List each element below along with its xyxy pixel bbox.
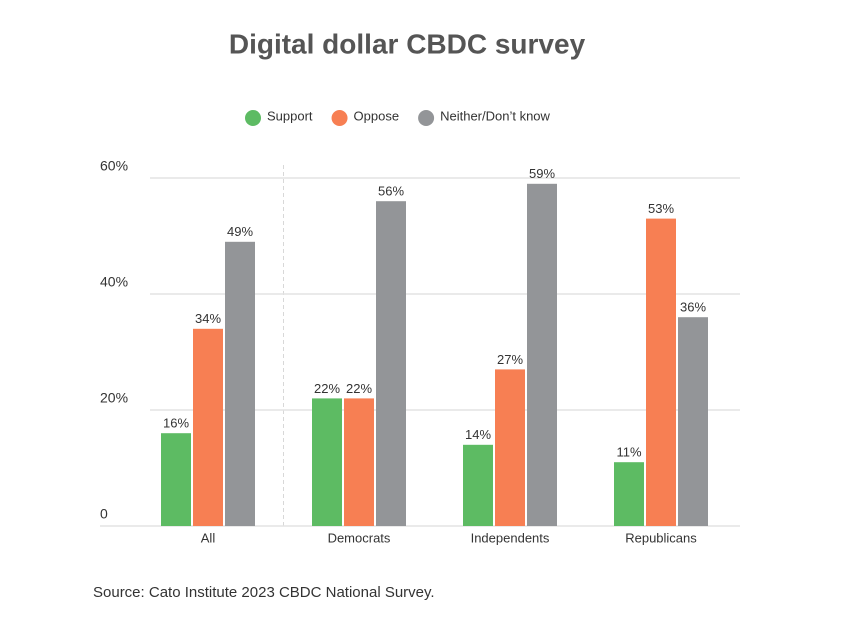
legend-label: Neither/Don’t know bbox=[440, 108, 550, 123]
legend-swatch bbox=[418, 110, 435, 126]
value-label: 36% bbox=[680, 300, 706, 315]
bar bbox=[495, 369, 525, 526]
bar bbox=[646, 218, 676, 526]
y-tick-label: 40% bbox=[100, 274, 128, 290]
value-label: 59% bbox=[529, 166, 555, 181]
bar bbox=[527, 183, 557, 527]
legend-label: Oppose bbox=[354, 108, 400, 123]
x-tick-label: Democrats bbox=[328, 530, 391, 545]
legend-swatch bbox=[331, 110, 348, 126]
bar bbox=[678, 317, 708, 526]
x-tick-label: Independents bbox=[471, 530, 550, 545]
value-label: 11% bbox=[616, 445, 641, 460]
value-label: 22% bbox=[346, 381, 372, 396]
value-label: 27% bbox=[497, 352, 523, 367]
x-tick-label: All bbox=[201, 530, 216, 545]
legend-label: Support bbox=[267, 108, 313, 123]
bar bbox=[312, 398, 342, 526]
bar bbox=[463, 444, 493, 526]
value-label: 53% bbox=[648, 201, 674, 216]
bar bbox=[193, 328, 223, 526]
value-label: 22% bbox=[314, 381, 340, 396]
source-note: Source: Cato Institute 2023 CBDC Nationa… bbox=[93, 584, 435, 601]
bar bbox=[614, 462, 644, 526]
value-label: 34% bbox=[195, 311, 221, 326]
value-label: 49% bbox=[227, 224, 253, 239]
y-tick-label: 0 bbox=[100, 506, 108, 522]
bar bbox=[376, 201, 406, 526]
y-tick-label: 60% bbox=[100, 158, 128, 174]
bar bbox=[225, 241, 255, 527]
y-tick-label: 20% bbox=[100, 390, 128, 406]
value-label: 14% bbox=[465, 427, 491, 442]
value-label: 16% bbox=[163, 416, 189, 431]
bar bbox=[161, 433, 191, 526]
value-label: 56% bbox=[378, 184, 404, 199]
bar bbox=[344, 398, 374, 526]
chart-title: Digital dollar CBDC survey bbox=[229, 28, 586, 59]
legend-swatch bbox=[245, 110, 261, 126]
x-tick-label: Republicans bbox=[625, 530, 697, 545]
